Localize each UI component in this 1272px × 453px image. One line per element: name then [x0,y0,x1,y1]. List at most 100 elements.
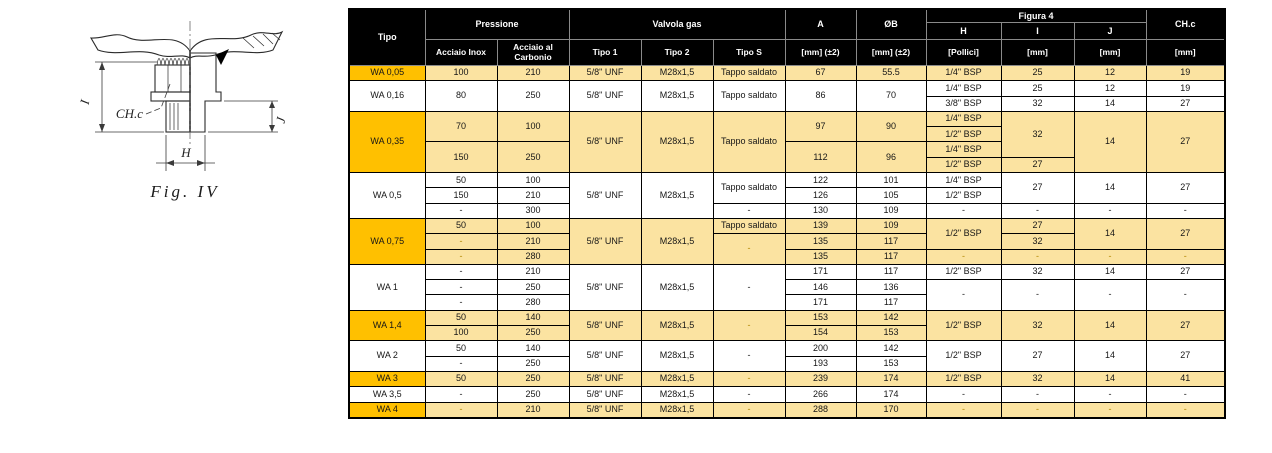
table-cell: - [1073,386,1147,403]
table-cell: 14 [1073,340,1147,372]
label-I: I [77,98,93,107]
table-cell: - [712,202,786,219]
table-cell: - [1073,248,1147,265]
table-cell: 1/2" BSP [925,187,1002,204]
table-cell: - [712,401,786,419]
table-cell: 170 [855,401,927,419]
table-cell: 135 [784,248,857,265]
table-cell: 117 [855,294,927,311]
header-unit-i: [mm] [1000,39,1075,66]
table-cell: - [424,386,498,403]
table-row: WA 2 50 140 5/8" UNF M28x1,5-200 142 1/2" BSP 2… [348,340,1226,372]
table-cell: M28x1,5 [640,370,714,388]
table-cell: 5/8" UNF [568,340,642,372]
table-row: 150 250 112 96 1/4" BSP [349,141,1225,174]
table-cell: 25 [1000,80,1075,97]
table-cell: 250 [496,370,570,388]
callout-CHc: CH.c [116,83,171,121]
table-cell: 14 [1073,370,1147,388]
table-cell: 5/8" UNF [568,309,642,342]
table-cell: 266 [784,386,857,403]
table-cell: - [925,401,1002,419]
table-cell: Tappo saldato [712,80,786,112]
table-cell: M28x1,5 [640,340,714,372]
label-J: J [273,114,289,124]
label-CHc: CH.c [116,106,143,121]
table-cell: 142 [855,340,927,357]
table-cell: - [1145,248,1226,265]
table-cell: Tappo saldato [712,64,786,82]
table-row: WA 1,4 50 140 5/8" UNF M28x1,5-153 142 1/2" BS… [348,309,1226,342]
table-cell: M28x1,5 [640,80,714,112]
table-cell: - [1000,202,1075,219]
table-cell: 100 [496,110,570,143]
header-acciaio-carbonio: Acciaio al Carbonio [496,39,570,66]
header-i: I [1000,22,1075,40]
table-cell: 5/8" UNF [568,110,642,174]
table-cell: 101 [855,172,927,189]
header-unit-ob: [mm] (±2) [855,39,927,66]
table-cell: 1/4" BSP [925,110,1002,128]
table-cell: 126 [784,187,857,204]
table-cell: 27 [1000,217,1075,235]
table-cell: - [1073,401,1147,419]
table-cell: 210 [496,263,570,281]
table-cell: 280 [496,294,570,311]
tipo-cell: WA 0,75 [348,217,426,265]
table-cell: - [1145,202,1226,219]
table-cell: 3/8" BSP [925,95,1002,112]
table-cell: 1/4" BSP [925,80,1002,97]
table-cell: 96 [855,141,927,174]
table-cell: 117 [855,263,927,281]
table-cell: 97 [784,110,857,143]
header-unit-chc: [mm] [1145,39,1226,66]
table-row: WA 0,16 80 250 5/8" UNF M28x1,5 Tappo saldato… [348,80,1226,112]
table-cell: 14 [1073,217,1147,250]
table-cell: 32 [1000,263,1075,281]
table-cell: 27 [1145,172,1226,204]
table-cell: 41 [1145,370,1226,388]
table-cell: 210 [496,64,570,82]
table-cell: 250 [496,141,570,174]
table-cell: M28x1,5 [640,64,714,82]
table-cell: 153 [855,355,927,372]
header-ob: ØB [855,8,927,40]
table-cell: 27 [1145,340,1226,372]
table-cell: 250 [496,355,570,372]
table-cell: 27 [1145,217,1226,250]
table-cell: 136 [855,279,927,296]
table-cell: - [1073,279,1147,311]
table-cell: 27 [1145,263,1226,281]
table-cell: M28x1,5 [640,401,714,419]
table-cell: - [424,294,498,311]
thread-coil [156,58,190,66]
table-cell: 1/2" BSP [925,156,1002,174]
table-cell: 12 [1073,64,1147,82]
table-cell: 250 [496,325,570,342]
header-tipo1: Tipo 1 [568,39,642,66]
table-cell: 105 [855,187,927,204]
table-cell: 5/8" UNF [568,401,642,419]
table-cell: 210 [496,233,570,250]
table-cell: - [424,248,498,265]
figure-iv: I CH.c J H Fig. IV [35,5,335,210]
table-cell: Tappo saldato [712,217,786,235]
table-cell: 14 [1073,95,1147,112]
table-cell: - [712,263,786,311]
header-chc: CH.c [1145,8,1226,40]
spec-table: Tipo Pressione Valvola gas A ØB Figura 4… [348,8,1226,419]
table-cell: 100 [496,172,570,189]
table-cell: 280 [496,248,570,265]
table-cell: 122 [784,172,857,189]
table-cell: - [1000,279,1075,311]
tipo-cell: WA 4 [348,401,426,419]
table-cell: Tappo saldato [712,172,786,204]
table-cell: 140 [496,309,570,327]
section-cut [189,49,229,133]
table-cell: 1/2" BSP [925,126,1002,143]
table-cell: 19 [1145,80,1226,97]
table-cell: 19 [1145,64,1226,82]
table-cell: 14 [1073,172,1147,204]
table-cell: 32 [1000,233,1075,250]
table-cell: 100 [424,325,498,342]
